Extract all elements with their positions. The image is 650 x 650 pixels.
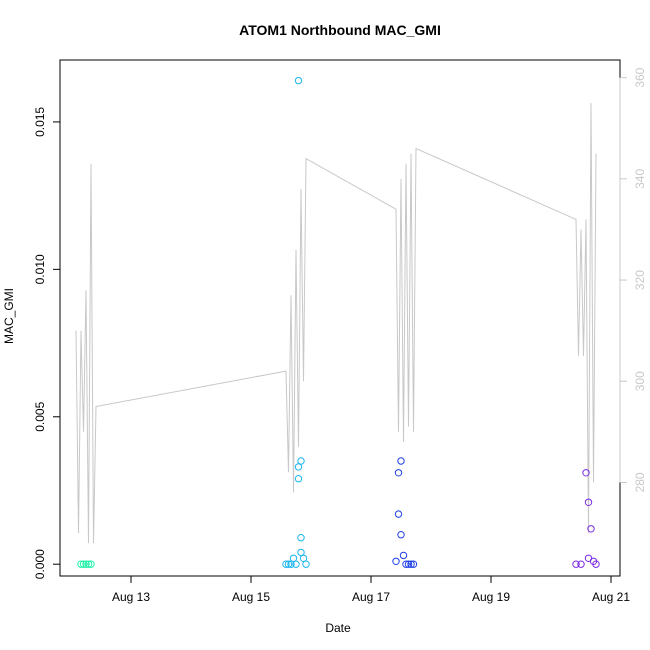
secondary-series-line (75, 102, 597, 544)
y-tick-label: 0.015 (33, 107, 47, 137)
data-point (394, 510, 403, 518)
data-point (584, 498, 593, 506)
y2-tick-label: 340 (633, 169, 647, 189)
data-point (297, 534, 305, 542)
data-point (294, 475, 303, 483)
data-point (302, 560, 310, 568)
x-axis-label: Date (325, 621, 351, 635)
x-tick-label: Aug 15 (232, 590, 270, 604)
data-point (297, 457, 305, 465)
x-tick-label: Aug 13 (112, 590, 150, 604)
x-tick-label: Aug 19 (472, 590, 510, 604)
data-point (399, 551, 408, 560)
y-tick-label: 0.000 (33, 549, 47, 579)
x-tick-label: Aug 17 (352, 590, 390, 604)
data-point (404, 560, 413, 568)
data-point (292, 560, 300, 568)
data-point (394, 469, 403, 477)
data-point (397, 457, 405, 465)
data-point (397, 531, 405, 539)
data-point (82, 560, 90, 568)
y-tick-label: 0.005 (33, 401, 47, 431)
data-point (87, 560, 95, 568)
data-point (582, 469, 590, 477)
y2-tick-label: 300 (633, 371, 647, 391)
data-point (402, 560, 410, 568)
data-point (409, 560, 418, 568)
chart-title: ATOM1 Northbound MAC_GMI (239, 22, 441, 38)
y2-tick-label: 360 (633, 67, 647, 87)
x-tick-label: Aug 21 (592, 590, 630, 604)
data-point (282, 560, 290, 568)
chart-marks (75, 76, 600, 568)
data-point (284, 560, 293, 568)
data-point (79, 560, 88, 568)
data-point (392, 557, 400, 565)
y2-tick-label: 280 (633, 472, 647, 492)
chart-axes: Aug 13 Aug 15 Aug 17 Aug 19 Aug 21 0.000 0.005… (33, 67, 647, 604)
data-point (592, 560, 600, 568)
plot-area-frame (59, 59, 621, 577)
y-tick-label: 0.010 (33, 254, 47, 284)
data-point (587, 525, 595, 533)
data-point (572, 560, 580, 568)
data-point (77, 560, 85, 568)
data-point (577, 560, 585, 568)
data-point (294, 76, 303, 85)
y2-tick-label: 320 (633, 270, 647, 290)
data-point (84, 560, 93, 568)
y-axis-label: MAC_GMI (2, 288, 16, 344)
data-point (407, 560, 415, 568)
